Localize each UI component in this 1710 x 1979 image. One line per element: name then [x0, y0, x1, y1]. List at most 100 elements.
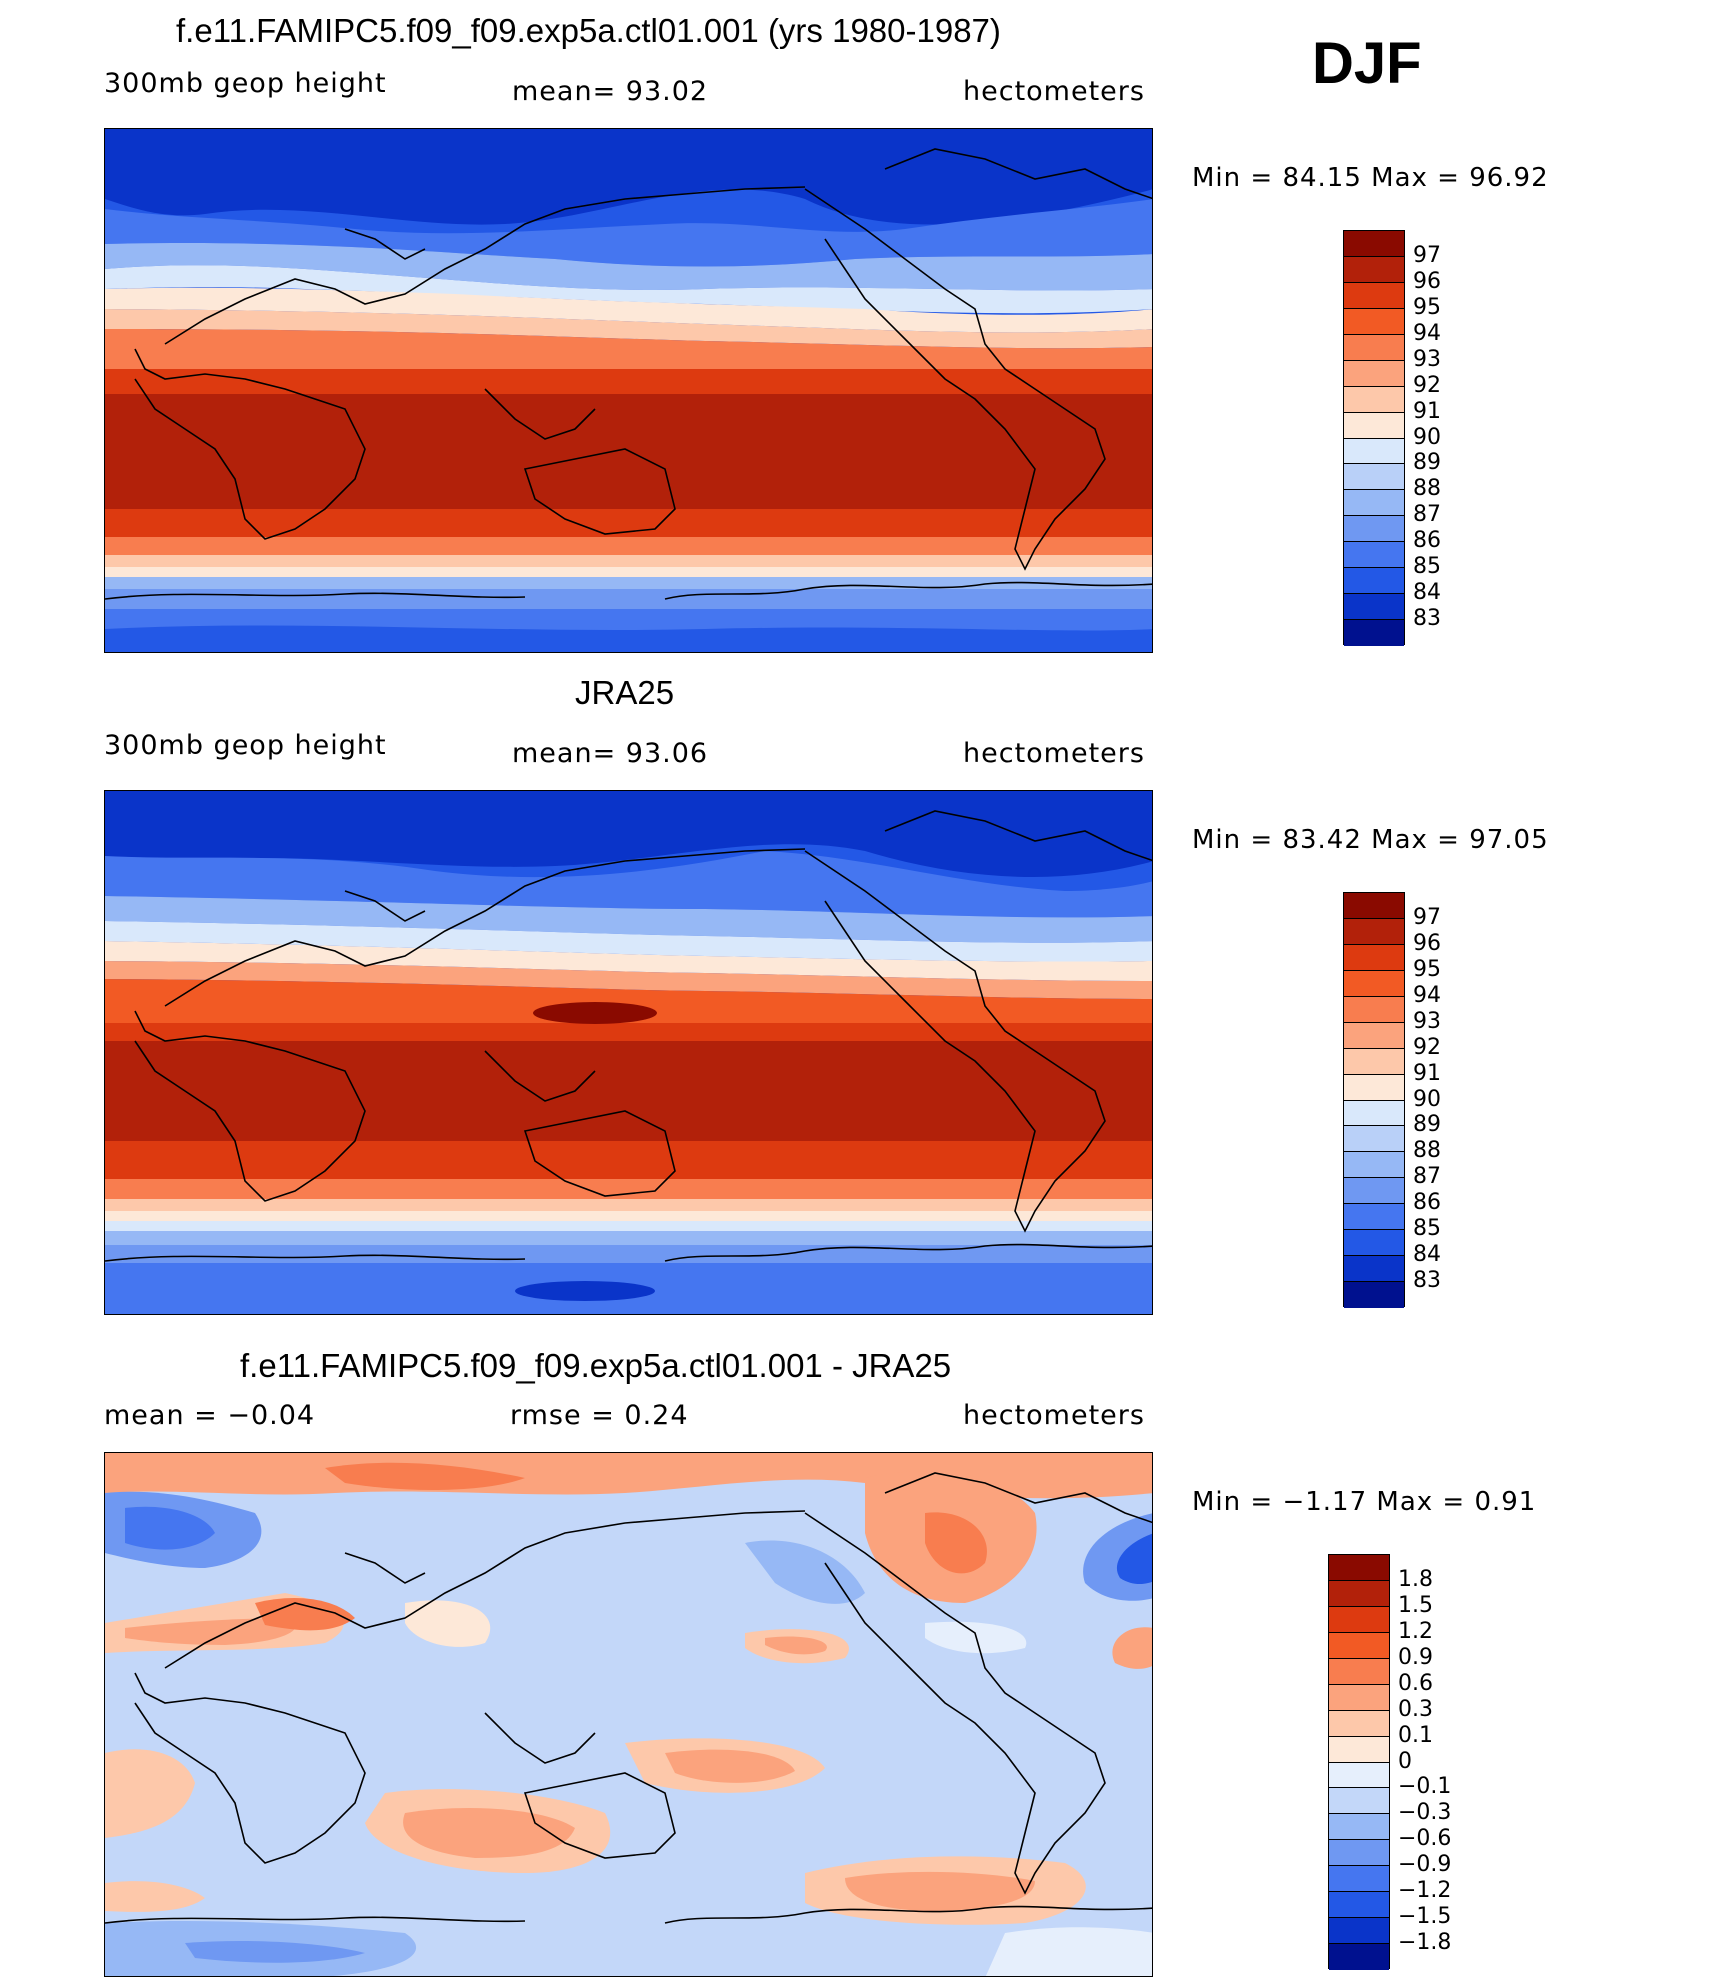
- colorbar-tick-label: 93: [1413, 346, 1441, 372]
- difference-map: [104, 1452, 1153, 1977]
- colorbar-tick-label: 85: [1413, 1216, 1441, 1242]
- colorbar-swatch: [1344, 360, 1404, 387]
- colorbar-swatch: [1344, 308, 1404, 335]
- colorbar-tick-label: 97: [1413, 904, 1441, 930]
- colorbar-swatch: [1344, 568, 1404, 595]
- colorbar-tick-label: 84: [1413, 580, 1441, 606]
- colorbar-swatch: [1329, 1866, 1389, 1893]
- colorbar-swatch: [1329, 1555, 1389, 1581]
- colorbar-swatch: [1344, 1152, 1404, 1179]
- colorbar-swatch: [1344, 1126, 1404, 1153]
- colorbar-swatch: [1344, 1256, 1404, 1283]
- colorbar-tick-label: −0.1: [1398, 1774, 1452, 1800]
- colorbar-swatch: [1329, 1684, 1389, 1711]
- colorbar-tick-label: 91: [1413, 398, 1441, 424]
- panel-rmse-label: rmse = 0.24: [510, 1400, 689, 1431]
- colorbar-tick-label: 97: [1413, 242, 1441, 268]
- colorbar-tick-label: 1.5: [1398, 1592, 1433, 1618]
- panel-mean-label: mean= 93.02: [512, 76, 709, 107]
- colorbar-swatch: [1344, 282, 1404, 309]
- colorbar-swatch: [1344, 334, 1404, 361]
- colorbar-swatch: [1344, 490, 1404, 517]
- colorbar-swatch: [1329, 1788, 1389, 1815]
- colorbar-tick-label: −1.5: [1398, 1904, 1452, 1930]
- colorbar-swatch: [1344, 970, 1404, 997]
- colorbar-swatch: [1344, 1048, 1404, 1075]
- colorbar-swatch: [1329, 1632, 1389, 1659]
- colorbar-swatch: [1344, 516, 1404, 543]
- colorbar-tick-label: 90: [1413, 1086, 1441, 1112]
- colorbar-tick-label: 95: [1413, 294, 1441, 320]
- colorbar-tick-label: −1.8: [1398, 1930, 1452, 1956]
- colorbar-tick-label: 1.2: [1398, 1618, 1433, 1644]
- colorbar-swatch: [1344, 542, 1404, 569]
- colorbar-swatch: [1344, 620, 1404, 646]
- colorbar-tick-label: −0.3: [1398, 1800, 1452, 1826]
- colorbar-swatch: [1344, 1074, 1404, 1101]
- panel-title: f.e11.FAMIPC5.f09_f09.exp5a.ctl01.001 (y…: [176, 12, 1001, 49]
- panel-title: JRA25: [575, 674, 675, 711]
- panel-minmax-label: Min = 83.42 Max = 97.05: [1192, 825, 1549, 855]
- colorbar-swatch: [1329, 1606, 1389, 1633]
- colorbar-swatch: [1329, 1814, 1389, 1841]
- colorbar-swatch: [1344, 996, 1404, 1023]
- colorbar-swatch: [1344, 256, 1404, 283]
- colorbar-swatch: [1329, 1918, 1389, 1945]
- colorbar-tick-label: 96: [1413, 930, 1441, 956]
- obs-height-map: [104, 790, 1153, 1315]
- colorbar-tick-label: 86: [1413, 1190, 1441, 1216]
- colorbar-swatch: [1344, 918, 1404, 945]
- colorbar-swatch: [1344, 386, 1404, 413]
- colorbar-swatch: [1329, 1762, 1389, 1789]
- colorbar-swatch: [1344, 1204, 1404, 1231]
- panel-variable-label: 300mb geop height: [104, 730, 387, 761]
- colorbar-swatch: [1329, 1736, 1389, 1763]
- colorbar-swatch: [1344, 1230, 1404, 1257]
- colorbar-tick-label: 83: [1413, 606, 1441, 632]
- colorbar-tick-label: 88: [1413, 476, 1441, 502]
- colorbar-tick-label: 91: [1413, 1060, 1441, 1086]
- season-label: DJF: [1312, 31, 1422, 96]
- colorbar-tick-label: 0.3: [1398, 1696, 1433, 1722]
- colorbar-swatch: [1344, 412, 1404, 439]
- colorbar-tick-label: 83: [1413, 1268, 1441, 1294]
- colorbar-tick-label: 0.9: [1398, 1644, 1433, 1670]
- panel-units-label: hectometers: [963, 738, 1145, 769]
- colorbar-swatch: [1329, 1710, 1389, 1737]
- colorbar-swatch: [1344, 231, 1404, 257]
- colorbar-tick-label: 0: [1398, 1748, 1412, 1774]
- colorbar-tick-label: 95: [1413, 956, 1441, 982]
- colorbar-swatch: [1329, 1840, 1389, 1867]
- colorbar-tick-label: −0.9: [1398, 1852, 1452, 1878]
- colorbar-box: [1328, 1554, 1390, 1970]
- colorbar-tick-label: 85: [1413, 554, 1441, 580]
- colorbar-swatch: [1329, 1944, 1389, 1970]
- colorbar-tick-label: 86: [1413, 528, 1441, 554]
- colorbar-swatch: [1344, 893, 1404, 919]
- panel-minmax-label: Min = 84.15 Max = 96.92: [1192, 163, 1549, 193]
- colorbar-swatch: [1344, 594, 1404, 621]
- colorbar-box: [1343, 230, 1405, 646]
- panel-units-label: hectometers: [963, 76, 1145, 107]
- colorbar-box: [1343, 892, 1405, 1308]
- colorbar-swatch: [1329, 1580, 1389, 1607]
- colorbar-swatch: [1329, 1892, 1389, 1919]
- colorbar-tick-label: 88: [1413, 1138, 1441, 1164]
- colorbar-swatch: [1344, 438, 1404, 465]
- colorbar-tick-label: 0.6: [1398, 1670, 1433, 1696]
- colorbar-tick-label: 94: [1413, 320, 1441, 346]
- colorbar-tick-label: 84: [1413, 1242, 1441, 1268]
- colorbar-tick-label: 89: [1413, 450, 1441, 476]
- panel-mean-label: mean= 93.06: [512, 738, 709, 769]
- colorbar-swatch: [1344, 944, 1404, 971]
- colorbar-swatch: [1344, 1282, 1404, 1308]
- colorbar-tick-label: −0.6: [1398, 1826, 1452, 1852]
- colorbar-swatch: [1344, 1022, 1404, 1049]
- panel-variable-label: 300mb geop height: [104, 68, 387, 99]
- colorbar-tick-label: 90: [1413, 424, 1441, 450]
- colorbar-tick-label: 87: [1413, 502, 1441, 528]
- colorbar-swatch: [1344, 1178, 1404, 1205]
- colorbar-tick-label: 92: [1413, 1034, 1441, 1060]
- colorbar-swatch: [1329, 1658, 1389, 1685]
- colorbar-tick-label: −1.2: [1398, 1878, 1452, 1904]
